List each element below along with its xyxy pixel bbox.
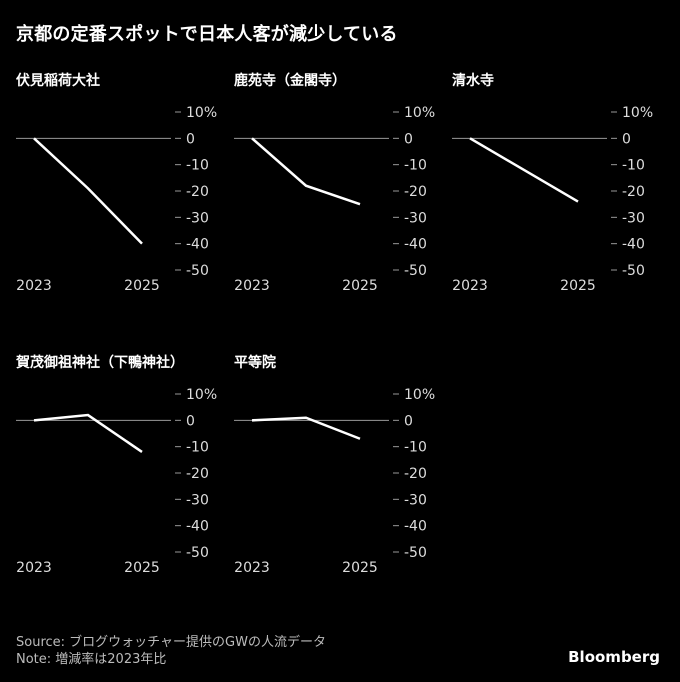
y-tick-label: -20 (186, 466, 209, 482)
y-tick-label: 0 (404, 131, 413, 147)
y-tick-label: -10 (404, 440, 427, 456)
source-note: Source: ブログウォッチャー提供のGWの人流データ (16, 635, 326, 650)
y-tick-label: -10 (404, 158, 427, 174)
x-tick-label: 2025 (124, 560, 160, 576)
y-tick-label: -50 (622, 263, 645, 279)
y-tick-label: 0 (404, 413, 413, 429)
y-tick-label: -10 (186, 158, 209, 174)
series-line (469, 137, 579, 203)
y-tick-label: -50 (186, 263, 209, 279)
line-chart-panel: 10% 0 -10 -20 -30 -40 -50 2023 2025 (234, 387, 435, 576)
x-tick-label: 2025 (560, 278, 596, 294)
y-tick-label: -20 (404, 466, 427, 482)
y-tick-label: -10 (622, 158, 645, 174)
y-tick-label: 0 (622, 131, 631, 147)
y-tick-label: 10% (404, 105, 435, 121)
y-tick-label: 10% (186, 387, 217, 403)
y-tick-label: -20 (622, 184, 645, 200)
y-tick-label: -30 (622, 210, 645, 226)
y-tick-label: -50 (404, 545, 427, 561)
x-tick-label: 2025 (342, 560, 378, 576)
panel-title: 伏見稲荷大社 (16, 73, 100, 89)
y-tick-label: 10% (186, 105, 217, 121)
y-tick-label: -40 (404, 519, 427, 535)
x-tick-label: 2023 (16, 560, 52, 576)
y-tick-label: -50 (404, 263, 427, 279)
y-tick-label: -30 (186, 210, 209, 226)
note: Note: 増減率は2023年比 (16, 652, 167, 667)
chart-title: 京都の定番スポットで日本人客が減少している (16, 24, 398, 45)
bloomberg-logo: Bloomberg (568, 648, 660, 666)
y-tick-label: -10 (186, 440, 209, 456)
x-tick-label: 2025 (342, 278, 378, 294)
y-tick-label: -20 (404, 184, 427, 200)
panel-title: 平等院 (234, 355, 276, 371)
x-tick-label: 2025 (124, 278, 160, 294)
y-tick-label: 0 (186, 131, 195, 147)
line-chart-panel: 10% 0 -10 -20 -30 -40 -50 2023 2025 (16, 387, 217, 576)
series-line (251, 416, 361, 440)
footer: Source: ブログウォッチャー提供のGWの人流データ Note: 増減率は2… (16, 634, 326, 668)
x-tick-label: 2023 (234, 560, 270, 576)
x-tick-label: 2023 (234, 278, 270, 294)
series-line (33, 137, 143, 245)
line-chart-panel: 10% 0 -10 -20 -30 -40 -50 2023 2025 (234, 105, 435, 294)
panel-title: 鹿苑寺（金閣寺） (234, 73, 346, 89)
y-tick-label: -50 (186, 545, 209, 561)
y-tick-label: -30 (404, 492, 427, 508)
x-tick-label: 2023 (16, 278, 52, 294)
series-line (33, 413, 143, 453)
line-chart-panel: 10% 0 -10 -20 -30 -40 -50 2023 2025 (452, 105, 653, 294)
y-tick-label: -40 (186, 237, 209, 253)
series-line (251, 137, 361, 206)
y-tick-label: 10% (622, 105, 653, 121)
y-tick-label: -30 (404, 210, 427, 226)
panel-title: 賀茂御祖神社（下鴨神社） (16, 355, 184, 371)
y-tick-label: -40 (404, 237, 427, 253)
y-tick-label: -30 (186, 492, 209, 508)
y-tick-label: -20 (186, 184, 209, 200)
y-tick-label: -40 (186, 519, 209, 535)
y-tick-label: 10% (404, 387, 435, 403)
x-tick-label: 2023 (452, 278, 488, 294)
y-tick-label: -40 (622, 237, 645, 253)
panel-title: 清水寺 (452, 73, 494, 89)
y-tick-label: 0 (186, 413, 195, 429)
line-chart-panel: 10% 0 -10 -20 -30 -40 -50 2023 2025 (16, 105, 217, 294)
